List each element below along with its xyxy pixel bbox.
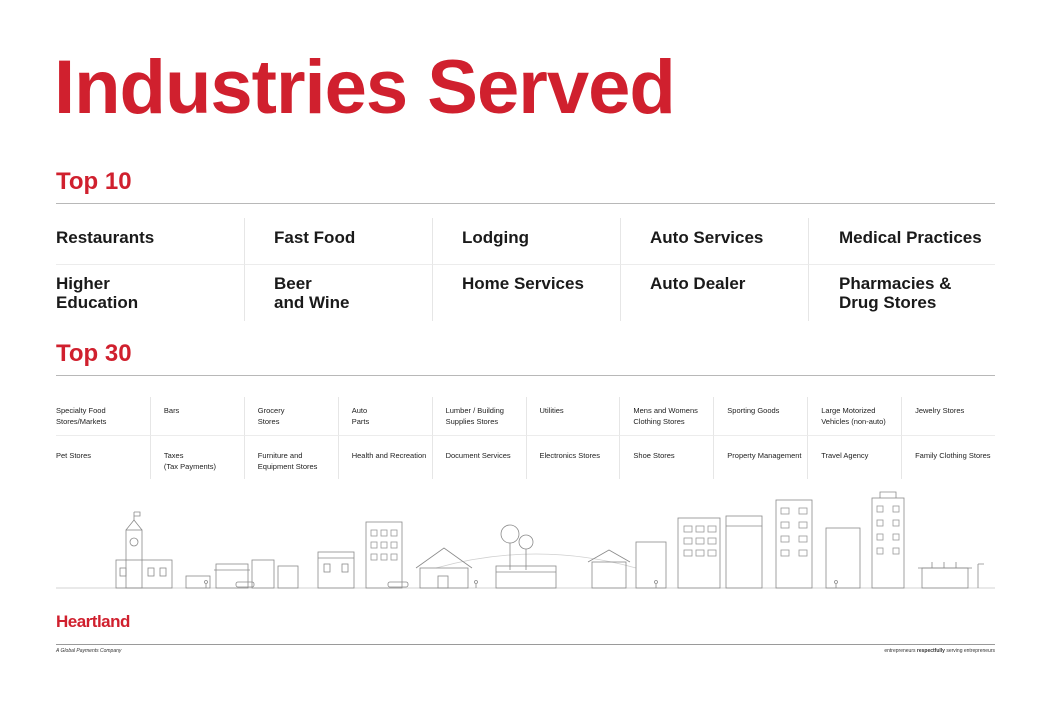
top30-item: Document Services — [431, 435, 526, 479]
top30-label: Health and Recreation — [351, 451, 427, 460]
top10-heading: Top 10 — [56, 168, 132, 195]
top10-label: Home Services — [462, 274, 584, 293]
top30-item: Jewelry Stores — [901, 397, 995, 435]
top30-label: Travel Agency — [821, 451, 869, 460]
top10-item: Auto Dealer — [620, 264, 808, 321]
top30-grid: Specialty Food Stores/Markets Bars Grocery… — [56, 397, 995, 479]
top30-item: Pet Stores — [56, 435, 150, 479]
top10-item: Beer and Wine — [244, 264, 432, 321]
top30-item: Taxes (Tax Payments) — [149, 435, 244, 479]
top30-item: Travel Agency — [807, 435, 902, 479]
top30-label: Mens and Womens Clothing Stores — [633, 406, 698, 426]
top10-item: Pharmacies & Drug Stores — [808, 264, 995, 321]
top10-item: Medical Practices — [808, 218, 995, 264]
page-title: Industries Served — [54, 45, 676, 130]
top30-divider — [56, 375, 995, 376]
top30-label: Bars — [163, 406, 180, 415]
top30-item: Auto Parts — [337, 397, 432, 435]
top10-item: Higher Education — [56, 264, 244, 321]
top10-label: Pharmacies & Drug Stores — [839, 274, 952, 312]
top10-label: Fast Food — [274, 228, 356, 247]
footer-divider — [56, 644, 995, 645]
top10-item: Fast Food — [244, 218, 432, 264]
top30-label: Utilities — [539, 406, 564, 415]
top10-label: Auto Services — [650, 228, 764, 247]
top10-label: Higher Education — [56, 274, 139, 312]
top30-label: Large Motorized Vehicles (non-auto) — [821, 406, 886, 426]
top30-item: Family Clothing Stores — [901, 435, 995, 479]
top30-label: Document Services — [445, 451, 511, 460]
top30-label: Furniture and Equipment Stores — [257, 451, 318, 471]
tagline-post: serving entrepreneurs — [944, 648, 995, 654]
top30-item: Bars — [149, 397, 244, 435]
top10-label: Restaurants — [56, 228, 155, 247]
top30-label: Shoe Stores — [633, 451, 675, 460]
top30-label: Auto Parts — [351, 406, 370, 426]
top10-label: Lodging — [462, 228, 530, 247]
top30-item: Mens and Womens Clothing Stores — [619, 397, 713, 435]
top30-item: Utilities — [525, 397, 620, 435]
town-skyline-illustration — [56, 491, 995, 589]
top30-item: Large Motorized Vehicles (non-auto) — [807, 397, 901, 435]
tagline-emphasis: respectfully — [916, 648, 945, 654]
brand-tagline: entrepreneurs respectfully serving entre… — [884, 648, 995, 654]
top30-label: Sporting Goods — [727, 406, 780, 415]
top30-label: Family Clothing Stores — [915, 451, 991, 460]
heartland-logo: Heartland — [56, 612, 130, 631]
top30-item: Property Management — [713, 435, 808, 479]
top10-item: Home Services — [432, 264, 620, 321]
top10-label: Auto Dealer — [650, 274, 746, 293]
top10-item: Lodging — [432, 218, 620, 264]
tagline-pre: entrepreneurs — [884, 648, 917, 654]
top30-item: Sporting Goods — [713, 397, 807, 435]
company-line: A Global Payments Company — [56, 648, 122, 654]
top30-item: Shoe Stores — [619, 435, 714, 479]
top30-label: Pet Stores — [56, 451, 92, 460]
top30-label: Lumber / Building Supplies Stores — [445, 406, 504, 426]
top10-item: Restaurants — [56, 218, 244, 264]
top30-item: Furniture and Equipment Stores — [243, 435, 338, 479]
top30-label: Jewelry Stores — [915, 406, 965, 415]
top30-item: Grocery Stores — [243, 397, 338, 435]
top10-label: Beer and Wine — [274, 274, 350, 312]
top30-label: Property Management — [727, 451, 802, 460]
top30-item: Health and Recreation — [337, 435, 432, 479]
top30-item: Lumber / Building Supplies Stores — [431, 397, 526, 435]
top10-label: Medical Practices — [839, 228, 982, 247]
top30-label: Specialty Food Stores/Markets — [56, 406, 107, 426]
top30-item: Electronics Stores — [525, 435, 620, 479]
top30-label: Taxes (Tax Payments) — [163, 451, 216, 471]
top30-label: Electronics Stores — [539, 451, 600, 460]
top10-grid: Restaurants Fast Food Lodging Auto Services… — [56, 218, 995, 321]
top10-item: Auto Services — [620, 218, 808, 264]
top30-item: Specialty Food Stores/Markets — [56, 397, 150, 435]
top30-heading: Top 30 — [56, 340, 132, 367]
top10-divider — [56, 203, 995, 204]
top30-label: Grocery Stores — [257, 406, 285, 426]
